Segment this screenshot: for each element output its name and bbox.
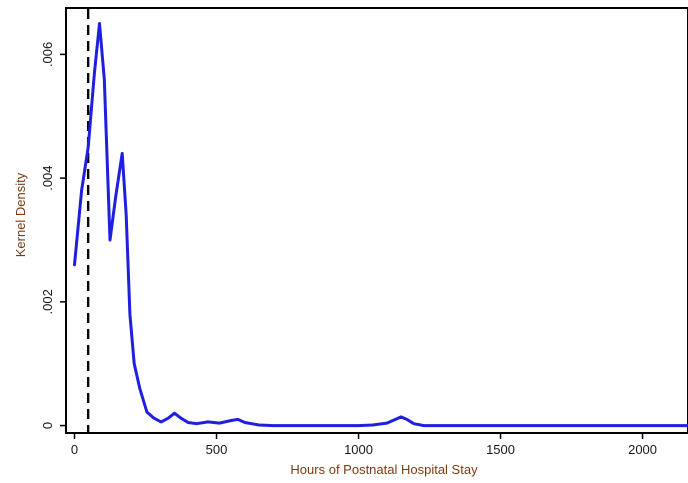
- x-tick-label: 2000: [628, 442, 657, 457]
- x-tick-label: 0: [71, 442, 78, 457]
- y-axis-title: Kernel Density: [13, 172, 28, 257]
- x-tick-label: 1000: [344, 442, 373, 457]
- y-tick-label: 0: [40, 422, 55, 429]
- y-axis: 0 .002 .004 .006: [40, 42, 66, 429]
- x-tick-label: 1500: [486, 442, 515, 457]
- x-axis: 0 500 1000 1500 2000: [71, 433, 657, 457]
- y-tick-label: .004: [40, 165, 55, 190]
- y-tick-label: .002: [40, 289, 55, 314]
- y-tick-label: .006: [40, 42, 55, 67]
- x-axis-title: Hours of Postnatal Hospital Stay: [290, 462, 478, 477]
- density-curve: [73, 22, 688, 428]
- plot-frame: [65, 7, 688, 434]
- x-tick-label: 500: [206, 442, 228, 457]
